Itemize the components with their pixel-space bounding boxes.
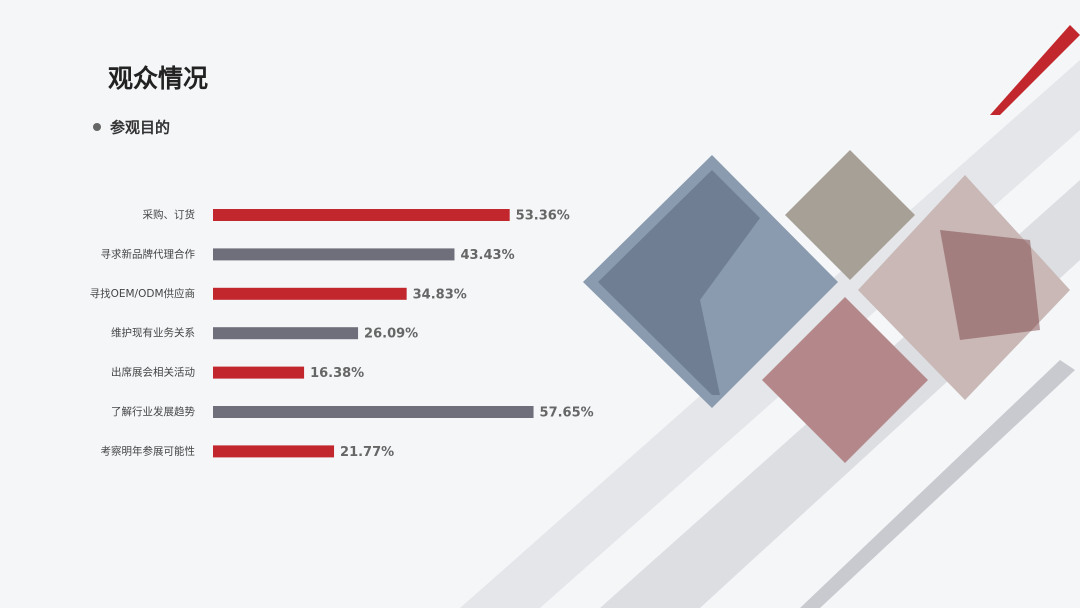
bar-chart: 采购、订货 53.36% 寻求新品牌代理合作 43.43% 寻找OEM/ODM供应商 34… [90, 208, 594, 460]
bar [213, 248, 455, 261]
bar [213, 366, 305, 379]
category-label: 了解行业发展趋势 [111, 405, 195, 418]
bullet [93, 123, 101, 131]
category-label: 考察明年参展可能性 [101, 444, 196, 457]
value-label: 26.09% [364, 327, 418, 342]
deco-red-line [990, 25, 1080, 115]
bar [213, 445, 335, 458]
value-label: 57.65% [540, 406, 594, 421]
category-label: 寻找OEM/ODM供应商 [90, 287, 195, 300]
value-label: 16.38% [310, 366, 364, 381]
photo-detail [598, 170, 760, 395]
category-label: 出席展会相关活动 [111, 366, 195, 379]
category-label: 寻求新品牌代理合作 [101, 247, 196, 260]
category-label: 维护现有业务关系 [111, 326, 195, 339]
bar [213, 287, 407, 300]
category-label: 采购、订货 [143, 208, 196, 221]
deco-stripe [800, 360, 1075, 608]
bar [213, 406, 534, 418]
photo [785, 150, 915, 280]
photo [762, 297, 928, 463]
bar [213, 209, 510, 221]
value-label: 34.83% [413, 287, 467, 302]
value-label: 21.77% [340, 445, 394, 460]
value-label: 43.43% [460, 248, 514, 263]
photo-detail [940, 230, 1040, 340]
subtitle: 参观目的 [110, 119, 170, 137]
photo-collage [583, 150, 1070, 463]
bar [213, 327, 359, 340]
value-label: 53.36% [516, 209, 570, 224]
slide-title: 观众情况 [108, 64, 208, 93]
